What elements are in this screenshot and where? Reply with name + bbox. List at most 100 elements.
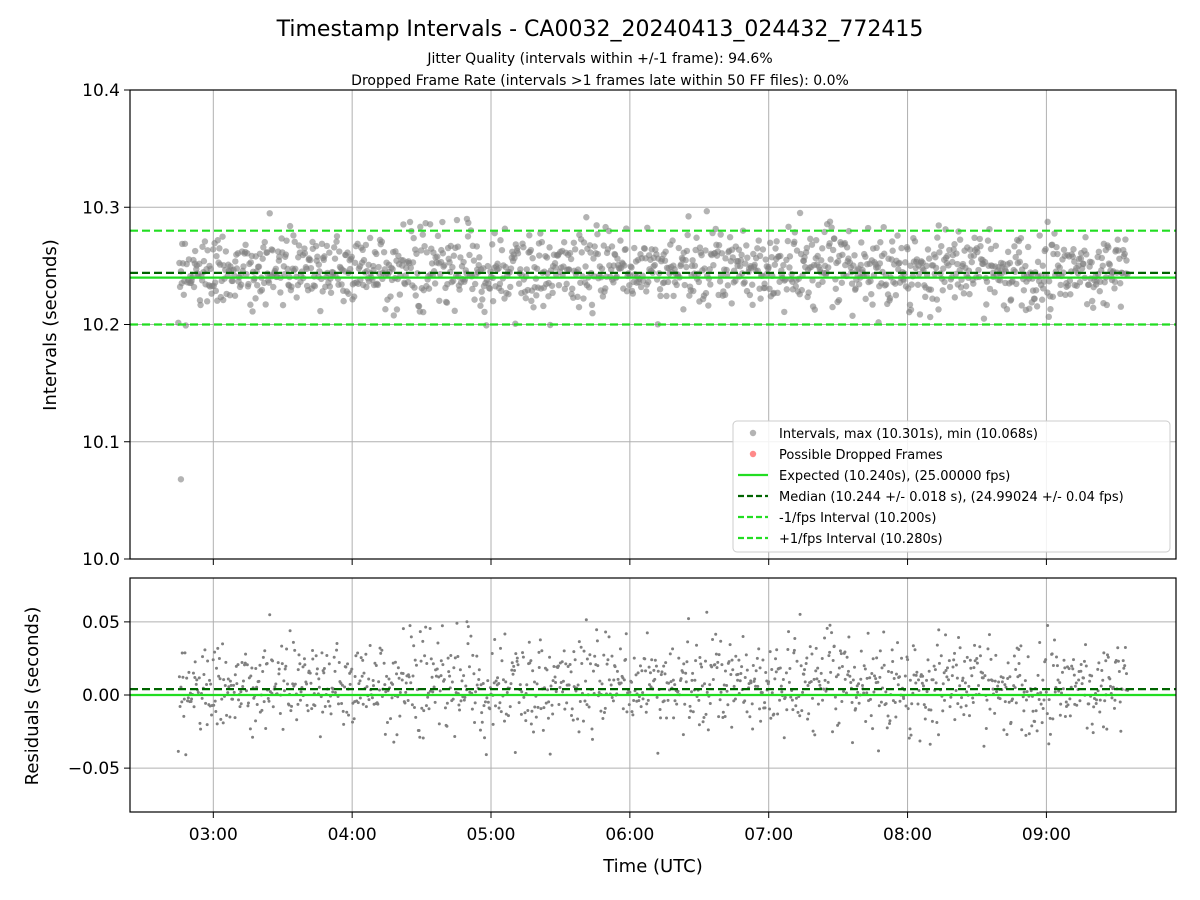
residual-point	[434, 674, 438, 678]
interval-point	[464, 233, 472, 240]
residual-point	[659, 673, 663, 677]
interval-point	[1024, 243, 1032, 251]
residual-point	[836, 673, 840, 677]
residual-point	[738, 679, 742, 683]
residual-point	[403, 701, 407, 705]
interval-point	[529, 254, 536, 262]
residual-point	[496, 676, 500, 680]
interval-point	[710, 261, 717, 269]
interval-point	[323, 242, 331, 250]
interval-point	[407, 264, 414, 272]
residual-point	[894, 672, 898, 676]
residual-point	[240, 661, 244, 665]
residual-point	[298, 662, 302, 666]
interval-point	[908, 281, 915, 288]
interval-point	[259, 255, 266, 262]
interval-point	[420, 308, 427, 316]
residual-point	[937, 733, 941, 737]
residual-point	[529, 722, 533, 726]
residual-point	[331, 690, 335, 694]
interval-point	[373, 250, 380, 258]
interval-point	[732, 277, 739, 285]
residual-point	[356, 701, 360, 705]
y-tick-label: −0.05	[68, 759, 120, 779]
residual-point	[769, 716, 773, 720]
residual-point	[537, 665, 541, 669]
interval-point	[478, 288, 485, 295]
interval-point	[683, 247, 691, 255]
residual-point	[644, 710, 648, 714]
interval-point	[575, 303, 583, 311]
residual-point	[626, 691, 630, 695]
residual-point	[869, 714, 873, 718]
residual-point	[688, 704, 692, 708]
residual-point	[420, 706, 424, 710]
residual-point	[972, 666, 976, 670]
interval-point	[1007, 296, 1015, 303]
interval-point	[318, 240, 326, 248]
residual-point	[751, 664, 755, 668]
residual-point	[973, 643, 977, 647]
residual-point	[749, 681, 753, 685]
residual-point	[1023, 679, 1027, 683]
residuals-y-ticks: −0.050.000.05	[68, 613, 130, 779]
residual-point	[524, 719, 528, 723]
residual-point	[557, 702, 561, 706]
residual-point	[837, 721, 841, 725]
residual-point	[934, 681, 938, 685]
residual-point	[211, 658, 215, 662]
interval-point	[896, 259, 903, 267]
residual-point	[1113, 698, 1117, 702]
interval-point	[654, 321, 662, 328]
residual-point	[1094, 702, 1098, 706]
residual-point	[831, 730, 835, 734]
residual-point	[754, 669, 758, 673]
residual-point	[731, 668, 735, 672]
residual-point	[871, 727, 875, 731]
residual-point	[826, 680, 830, 684]
residual-point	[414, 663, 418, 667]
interval-point	[1017, 234, 1025, 242]
interval-point	[726, 233, 734, 241]
residual-point	[613, 665, 617, 669]
interval-point	[683, 263, 690, 271]
residual-point	[1082, 659, 1086, 663]
x-tick-label: 05:00	[467, 825, 516, 845]
interval-point	[269, 247, 276, 254]
residual-point	[807, 712, 811, 716]
residual-point	[848, 674, 852, 678]
residual-point	[865, 691, 869, 695]
residual-point	[700, 684, 704, 688]
residual-point	[1054, 655, 1058, 659]
interval-point	[261, 238, 268, 246]
interval-point	[869, 301, 876, 308]
residual-point	[1110, 696, 1114, 700]
residual-point	[442, 678, 446, 682]
interval-point	[282, 251, 290, 258]
residual-point	[1007, 700, 1011, 704]
residual-point	[958, 684, 962, 688]
residual-point	[656, 751, 660, 755]
interval-point	[489, 241, 496, 248]
residual-point	[868, 676, 872, 680]
interval-point	[1057, 290, 1064, 298]
residual-point	[775, 648, 779, 652]
interval-point	[291, 238, 298, 245]
interval-point	[370, 266, 377, 274]
residual-point	[373, 661, 377, 665]
residual-point	[739, 672, 743, 676]
residual-point	[971, 696, 975, 700]
interval-point	[977, 242, 984, 250]
interval-point	[662, 248, 669, 255]
interval-point	[858, 239, 865, 246]
interval-point	[207, 265, 214, 273]
interval-point	[702, 289, 710, 297]
residual-point	[401, 672, 405, 676]
residual-point	[625, 710, 629, 714]
residual-point	[618, 647, 622, 651]
residual-point	[222, 678, 226, 682]
interval-point	[949, 258, 956, 266]
residual-point	[435, 667, 439, 671]
interval-point	[288, 283, 295, 290]
residual-point	[274, 682, 278, 686]
